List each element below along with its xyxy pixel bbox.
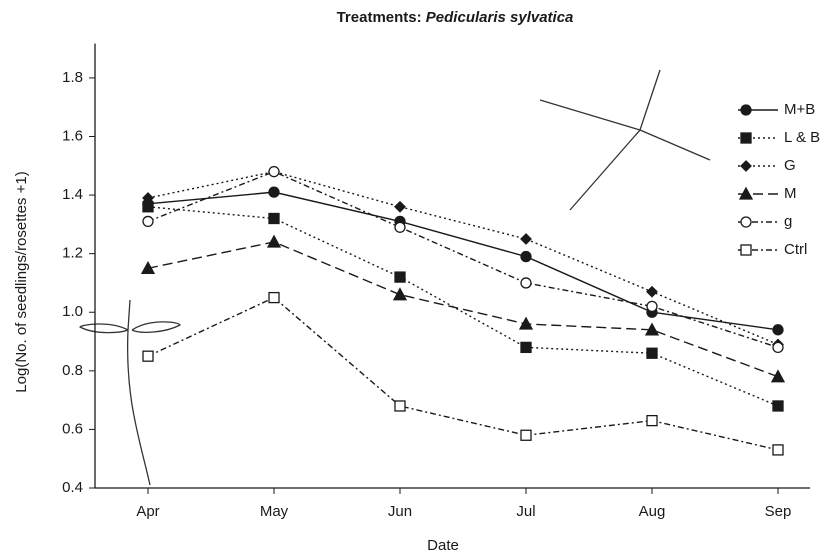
y-tick-label: 1.0 [62,303,83,320]
data-point [772,444,784,456]
y-tick-label: 1.8 [62,69,83,86]
legend-label: L & B [784,129,820,146]
x-tick-label: May [260,503,289,520]
series-line [147,241,779,378]
series-line [147,191,779,331]
y-tick-label: 1.6 [62,127,83,144]
y-tick-label: 0.4 [62,479,83,496]
data-point [392,287,408,301]
data-point [266,234,282,248]
legend-label: M+B [784,101,815,118]
data-point [518,316,534,330]
data-point [268,291,280,304]
data-point [772,400,784,412]
data-point [770,369,786,383]
y-tick-label: 1.4 [62,186,83,203]
y-axis-label: Log(No. of seedlings/rosettes +1) [13,171,30,392]
data-point [520,250,532,263]
y-tick-label: 1.2 [62,245,83,262]
data-point [394,400,406,412]
data-point [646,300,658,313]
data-point [772,324,784,336]
legend-marker [740,132,752,144]
series-line [147,206,779,407]
data-point [646,347,658,359]
legend-marker [740,160,752,172]
data-point [520,277,532,289]
legend-marker [738,186,754,200]
series-line [147,170,779,349]
data-point [520,341,532,354]
x-axis-label: Date [427,537,459,554]
legend-label: M [784,185,797,202]
data-point [394,221,406,233]
legend-label: G [784,157,796,174]
data-point [394,200,406,213]
series-line [147,170,779,346]
data-point [772,341,784,354]
title-species: Pedicularis sylvatica [426,9,574,26]
legend-label: g [784,213,792,230]
plant-sketch [79,69,711,486]
data-point [268,212,280,225]
x-tick-label: Jul [516,503,535,520]
data-point [394,271,406,283]
data-point [142,215,154,228]
data-point [520,429,532,441]
legend-marker [740,244,752,256]
data-point [646,414,658,427]
data-point [268,186,280,198]
data-point [520,233,532,245]
x-tick-label: Apr [136,503,159,520]
legend-label: Ctrl [784,241,807,258]
x-tick-label: Aug [639,503,666,520]
x-tick-label: Sep [765,503,792,520]
x-tick-label: Jun [388,503,412,520]
title-text: Treatments: [337,9,422,26]
data-point [140,260,156,274]
y-tick-label: 0.8 [62,362,83,379]
legend-marker [740,216,752,228]
chart-title: Treatments: Pedicularis sylvatica [337,9,574,26]
legend-marker [740,104,752,116]
y-tick-label: 0.6 [62,420,83,437]
series-line [147,296,779,451]
data-point [142,350,154,362]
data-point [268,165,280,178]
data-point [646,285,658,298]
data-point [142,192,154,204]
data-point [644,322,660,336]
